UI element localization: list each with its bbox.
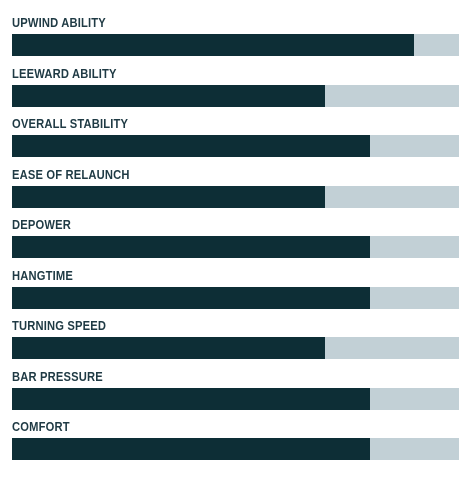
rating-depower: DEPOWER [12, 215, 459, 266]
rating-bar-track [12, 34, 459, 56]
rating-comfort: COMFORT [12, 417, 459, 468]
rating-label: LEEWARD ABILITY [12, 65, 117, 81]
rating-bar-track [12, 135, 459, 157]
rating-overall-stability: OVERALL STABILITY [12, 114, 459, 165]
rating-bar-fill [12, 387, 370, 410]
rating-upwind-ability: UPWIND ABILITY [12, 13, 459, 64]
ratings-list: UPWIND ABILITY LEEWARD ABILITY OVERALL S… [12, 13, 459, 468]
rating-label: BAR PRESSURE [12, 368, 103, 384]
rating-label: UPWIND ABILITY [12, 15, 106, 30]
rating-label: EASE OF RELAUNCH [12, 166, 130, 182]
rating-turning-speed: TURNING SPEED [12, 316, 459, 367]
rating-bar-fill [12, 286, 370, 309]
rating-bar-pressure: BAR PRESSURE [12, 367, 459, 418]
rating-label: COMFORT [12, 419, 70, 434]
rating-bar-fill [12, 236, 370, 258]
rating-hangtime: HANGTIME [12, 266, 459, 317]
rating-label: TURNING SPEED [12, 318, 107, 333]
rating-bar-fill [12, 337, 325, 359]
rating-bar-fill [12, 34, 415, 56]
rating-label: HANGTIME [12, 267, 74, 283]
rating-bar-fill [12, 84, 325, 107]
rating-bar-track [12, 387, 459, 410]
rating-label: OVERALL STABILITY [12, 116, 129, 131]
rating-bar-track [12, 185, 459, 208]
rating-bar-track [12, 286, 459, 309]
rating-bar-track [12, 438, 459, 460]
rating-ease-of-relaunch: EASE OF RELAUNCH [12, 165, 459, 216]
rating-label: DEPOWER [12, 217, 71, 232]
rating-bar-fill [12, 438, 370, 460]
rating-bar-fill [12, 135, 370, 157]
rating-bar-track [12, 236, 459, 258]
rating-bar-track [12, 84, 459, 107]
rating-leeward-ability: LEEWARD ABILITY [12, 64, 459, 115]
rating-bar-fill [12, 185, 325, 208]
rating-bar-track [12, 337, 459, 359]
